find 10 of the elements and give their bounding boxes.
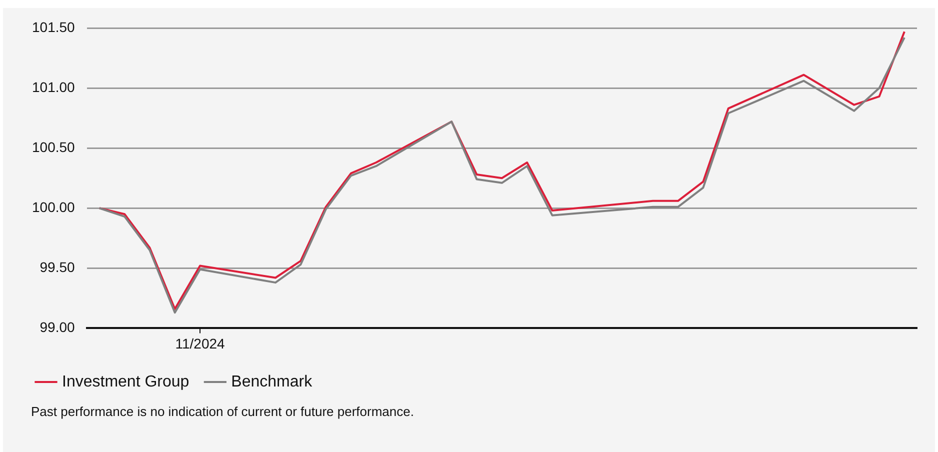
y-tick-label: 100.50: [32, 138, 76, 155]
text: Past performance is no indication of current or future performance.: [31, 404, 414, 419]
legend-label: Investment Group: [62, 373, 190, 390]
y-tick-label: 99.00: [40, 319, 76, 336]
y-tick-label: 100.00: [32, 198, 76, 215]
legend-label: Benchmark: [231, 373, 314, 390]
y-tick-label: 101.50: [32, 18, 76, 35]
x-tick-label: 11/2024: [175, 335, 226, 352]
y-tick-label: 99.50: [40, 259, 76, 276]
y-tick-label: 101.00: [32, 78, 76, 95]
